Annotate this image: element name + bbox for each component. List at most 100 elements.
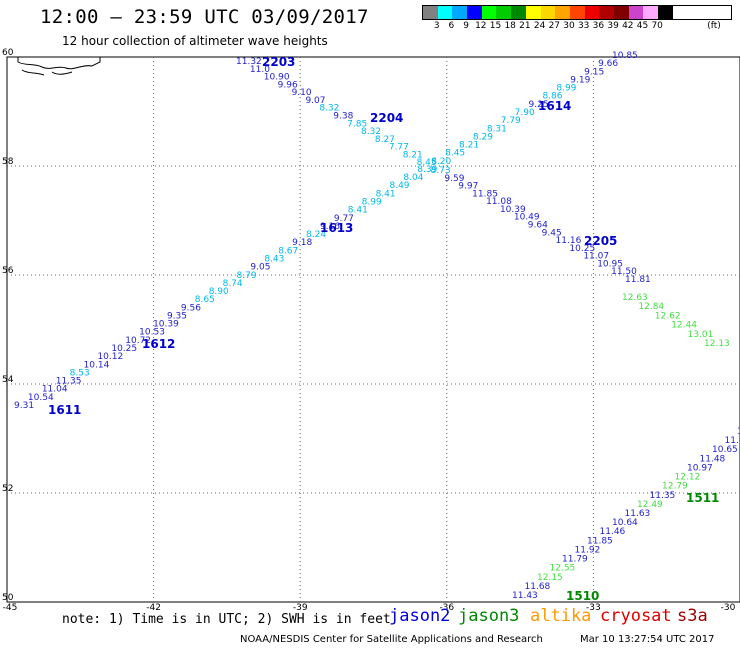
wave-height-value: 8.31 — [487, 124, 507, 134]
wave-height-value: 8.73 — [431, 166, 451, 176]
wave-height-value: 8.32 — [319, 104, 339, 114]
wave-height-value: 10.25 — [569, 244, 595, 254]
coastline — [17, 56, 101, 76]
wave-height-value: 9.59 — [444, 174, 464, 184]
track-label: 2205 — [584, 234, 617, 248]
wave-height-value: 8.67 — [278, 246, 298, 256]
wave-height-value: 10.97 — [687, 463, 713, 473]
wave-height-value: 11.04 — [42, 385, 68, 395]
legend-jason2: jason2 — [389, 606, 451, 626]
satellite-tracks: 11.3211.010.909.969.109.078.329.387.858.… — [14, 51, 740, 601]
legend-tick-label: 6 — [448, 21, 455, 31]
legend-swatch — [555, 6, 570, 19]
wave-height-value: 7.85 — [347, 119, 367, 129]
wave-height-value: 8.45 — [445, 149, 465, 159]
wave-height-value: 12.12 — [675, 473, 701, 483]
wave-height-value: 9.16 — [320, 222, 340, 232]
lon-tick-label: -39 — [293, 603, 308, 613]
wave-height-value: 10.39 — [153, 320, 179, 330]
wave-height-value: 9.64 — [528, 221, 548, 231]
legend-tick-label: 39 — [607, 21, 619, 31]
wave-height-value: 8.32 — [361, 127, 381, 137]
wave-height-value: 8.79 — [237, 271, 257, 281]
wave-height-value: 11.35 — [56, 377, 82, 387]
wave-height-value: 12.63 — [622, 293, 648, 303]
wave-height-value: 12.62 — [655, 311, 681, 321]
wave-height-value: 12.44 — [671, 321, 697, 331]
wave-height-value: 12.49 — [637, 500, 663, 510]
wave-height-value: 10.54 — [28, 393, 54, 403]
track-label: 2203 — [262, 55, 295, 69]
wave-height-value: 7.77 — [389, 143, 409, 153]
lon-tick-label: -33 — [586, 603, 601, 613]
lon-tick-label: -36 — [439, 603, 454, 613]
wave-height-value: 11.68 — [525, 582, 551, 592]
wave-height-value: 8.21 — [459, 141, 479, 151]
legend-altika: altika — [530, 606, 592, 626]
wave-height-value: 11.07 — [583, 252, 609, 262]
wave-height-value: 11.85 — [587, 536, 613, 546]
legend-tick-label: 18 — [504, 21, 516, 31]
wave-height-value: 9.18 — [292, 238, 312, 248]
legend-jason3: jason3 — [458, 606, 520, 626]
legend-swatch — [599, 6, 614, 19]
lat-tick-label: 52 — [2, 484, 13, 494]
legend-tick-label: 36 — [592, 21, 605, 31]
track-id-labels: 2203 2204 2205 1611 1612 1613 1614 1510 1511 — [48, 55, 719, 603]
wave-height-value: 11.43 — [512, 591, 538, 601]
wave-height-value: 12.55 — [550, 564, 576, 574]
lon-tick-label: -42 — [146, 603, 161, 613]
wave-height-value: 9.56 — [181, 303, 201, 313]
legend-swatch — [658, 6, 673, 19]
legend-swatch — [511, 6, 526, 19]
wave-height-value: 10.14 — [84, 360, 110, 370]
wave-height-value: 7.90 — [515, 108, 535, 118]
wave-height-value: 9.25 — [529, 100, 549, 110]
wave-height-value: 9.15 — [584, 67, 604, 77]
wave-height-value: 9.07 — [305, 96, 325, 106]
track-label: 1511 — [686, 491, 719, 505]
legend-swatch — [643, 6, 658, 19]
legend-tick-label: 3 — [433, 21, 440, 31]
legend-unit: (ft) — [707, 21, 721, 31]
wave-height-value: 8.49 — [389, 181, 409, 191]
wave-height-value: 11.79 — [562, 555, 588, 565]
wave-height-value: 8.65 — [195, 295, 215, 305]
legend-swatch — [540, 6, 556, 19]
wave-height-value: 11.32 — [236, 57, 262, 67]
wave-height-value: 10.39 — [500, 205, 526, 215]
lat-lon-grid — [7, 57, 740, 602]
wave-height-value: 10.65 — [712, 445, 738, 455]
legend-tick-label: 45 — [636, 21, 649, 31]
lat-tick-label: 58 — [2, 157, 14, 167]
wave-height-value: 11.92 — [575, 545, 601, 555]
lon-tick-label: -30 — [721, 603, 736, 613]
lon-tick-label: -45 — [3, 603, 18, 613]
axis-tick-labels: -45 -42 -39 -36 -33 -30 60 58 56 54 52 50 — [2, 48, 736, 613]
wave-height-value: 9.66 — [598, 59, 618, 69]
legend-tick-label: 21 — [519, 21, 531, 31]
wave-height-value: 8.45 — [417, 158, 437, 168]
legend-swatch — [452, 6, 468, 19]
track-label: 1613 — [320, 221, 353, 235]
wave-height-value: 10.12 — [97, 352, 123, 362]
wave-height-value: 9.35 — [167, 311, 187, 321]
wave-height-value: 8.86 — [542, 92, 562, 102]
wave-height-value: 9.77 — [334, 214, 354, 224]
credit-line: NOAA/NESDIS Center for Satellite Applica… — [240, 634, 543, 645]
legend-labels: 3 6 9 12 15 18 21 24 27 30 33 36 39 42 45 70 (ft) — [422, 20, 732, 34]
wave-height-value: 11.0 — [250, 65, 270, 75]
wave-height-value: 11.26 — [725, 436, 740, 446]
track-label: 1614 — [538, 99, 571, 113]
wave-height-value: 12.15 — [537, 573, 563, 583]
wave-height-value: 8.90 — [209, 287, 229, 297]
wave-height-value: 8.43 — [264, 254, 284, 264]
wave-height-value: 10.85 — [612, 51, 638, 61]
wave-height-value: 11.50 — [611, 267, 637, 277]
legend-swatch — [628, 6, 644, 19]
lat-tick-label: 60 — [2, 48, 14, 58]
wave-height-value: 8.99 — [556, 84, 576, 94]
map-frame — [6, 56, 740, 603]
wave-height-value: 9.10 — [292, 88, 312, 98]
